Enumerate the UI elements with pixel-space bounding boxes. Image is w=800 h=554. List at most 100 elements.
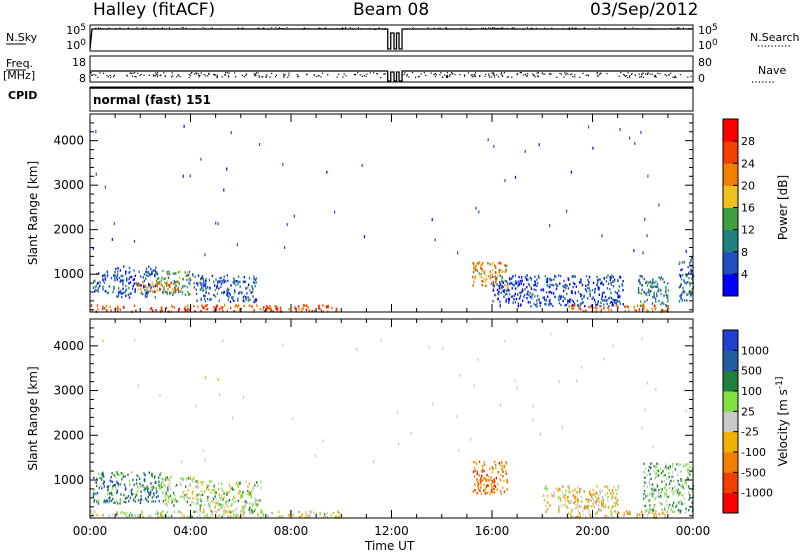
data-cell <box>564 493 567 496</box>
data-cell <box>218 493 220 496</box>
nave-dot <box>655 76 657 78</box>
data-cell <box>148 284 150 288</box>
data-cell <box>115 471 117 474</box>
data-cell <box>145 292 147 295</box>
data-cell <box>653 291 655 294</box>
nave-dot <box>606 73 608 75</box>
data-cell <box>181 293 183 296</box>
data-cell <box>506 287 508 290</box>
data-cell <box>218 299 220 302</box>
sparse-echo <box>685 249 687 253</box>
data-cell <box>241 509 244 512</box>
data-cell <box>501 468 504 471</box>
nave-dot <box>571 73 573 75</box>
data-cell <box>537 294 539 298</box>
data-cell <box>521 299 524 302</box>
data-cell <box>677 479 679 483</box>
data-cell <box>661 488 663 491</box>
data-cell <box>137 282 140 285</box>
nave-dot <box>471 74 473 76</box>
data-cell <box>513 284 515 287</box>
data-cell <box>483 489 485 492</box>
nave-dot <box>203 73 205 76</box>
data-cell <box>145 277 147 280</box>
nsearch-dot <box>369 27 371 29</box>
data-cell <box>513 294 515 298</box>
colorbar-segment <box>723 411 738 433</box>
data-cell <box>165 502 168 505</box>
data-cell <box>624 309 626 313</box>
data-cell <box>234 280 236 283</box>
data-cell <box>149 308 152 311</box>
nsearch-dot <box>122 28 124 30</box>
data-cell <box>531 296 533 300</box>
data-cell <box>327 305 329 308</box>
data-cell <box>668 475 670 479</box>
data-cell <box>681 268 683 271</box>
data-cell <box>202 283 204 286</box>
data-cell <box>234 305 236 308</box>
data-cell <box>565 506 568 509</box>
nsearch-dot <box>275 27 277 29</box>
nave-dot <box>226 72 229 74</box>
data-cell <box>213 488 216 492</box>
data-cell <box>253 281 256 285</box>
data-cell <box>107 291 110 294</box>
data-cell <box>502 280 504 283</box>
data-cell <box>559 499 562 502</box>
data-cell <box>637 287 640 290</box>
colorbar-segment <box>723 141 738 164</box>
data-cell <box>133 483 135 487</box>
data-cell <box>650 477 652 480</box>
nave-dot <box>654 75 657 78</box>
data-cell <box>102 473 104 476</box>
nave-dot <box>193 73 196 75</box>
data-cell <box>503 290 505 293</box>
nave-dot <box>253 73 255 75</box>
data-cell <box>206 286 209 289</box>
data-cell <box>199 504 202 507</box>
data-cell <box>318 304 320 307</box>
data-cell <box>536 302 538 305</box>
data-cell <box>208 480 211 483</box>
data-cell <box>326 305 328 309</box>
data-cell <box>118 276 121 280</box>
data-cell <box>670 479 672 483</box>
nave-dot <box>288 74 290 76</box>
data-cell <box>617 279 619 282</box>
data-cell <box>612 304 614 307</box>
data-cell <box>680 296 682 299</box>
data-cell <box>97 272 100 275</box>
data-cell <box>97 281 99 285</box>
data-cell <box>140 490 142 493</box>
data-cell <box>652 296 654 299</box>
data-cell <box>158 281 161 284</box>
data-cell <box>547 507 549 511</box>
nave-dot <box>459 73 461 76</box>
data-cell <box>173 289 175 292</box>
data-cell <box>649 498 651 502</box>
sparse-echo <box>475 206 477 210</box>
data-cell <box>111 488 113 491</box>
data-cell <box>647 469 650 472</box>
data-cell <box>476 470 478 473</box>
data-cell <box>268 306 270 310</box>
data-cell <box>584 506 586 510</box>
data-cell <box>595 307 597 310</box>
data-cell <box>473 475 476 478</box>
data-cell <box>494 480 496 484</box>
data-cell <box>672 493 674 496</box>
data-cell <box>658 287 660 291</box>
data-cell <box>643 504 645 507</box>
data-cell <box>244 280 246 283</box>
nave-dot <box>170 76 173 78</box>
sparse-echo <box>493 144 495 148</box>
data-cell <box>266 305 268 308</box>
data-cell <box>484 492 487 495</box>
data-cell <box>514 280 517 283</box>
sparse-echo <box>334 210 336 214</box>
data-cell <box>142 484 144 487</box>
data-cell <box>506 292 508 296</box>
data-cell <box>108 497 110 500</box>
nsearch-dot <box>674 28 676 30</box>
